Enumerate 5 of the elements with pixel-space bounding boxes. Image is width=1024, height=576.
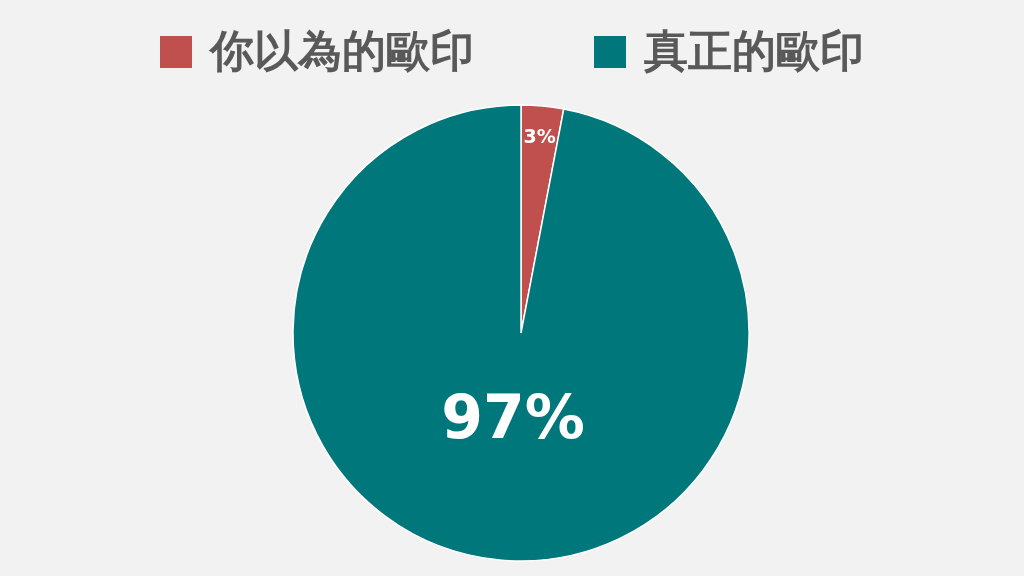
data-label: 97%: [441, 381, 585, 452]
pie-slice: [292, 104, 750, 562]
legend-label: 你以為的歐印: [210, 24, 474, 78]
legend-label: 真正的歐印: [644, 24, 864, 78]
data-label: 3%: [523, 124, 556, 147]
